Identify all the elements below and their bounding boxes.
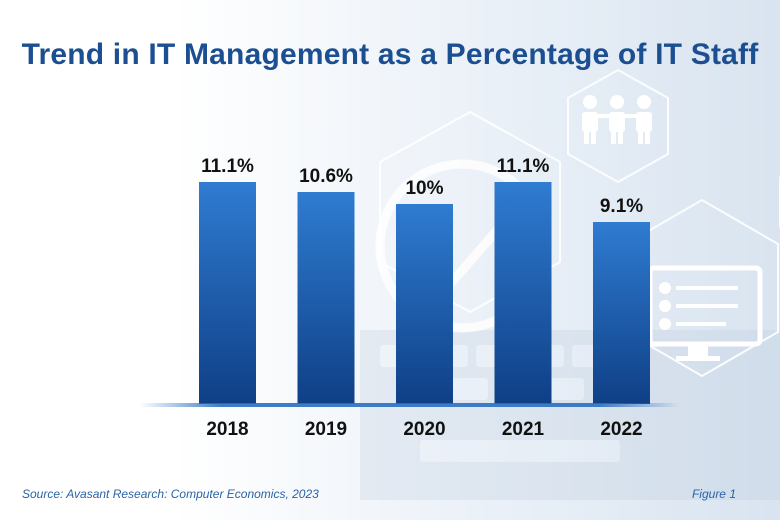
bar-2022 bbox=[593, 222, 650, 404]
chart-baseline bbox=[140, 403, 680, 407]
data-label-2022: 9.1% bbox=[600, 196, 643, 217]
x-tick-2022: 2022 bbox=[600, 419, 642, 440]
x-tick-2020: 2020 bbox=[403, 419, 445, 440]
data-label-2019: 10.6% bbox=[299, 166, 353, 187]
data-label-2018: 11.1% bbox=[201, 156, 254, 177]
bar-2019 bbox=[297, 192, 355, 404]
bar-2018 bbox=[199, 182, 256, 404]
figure-label: Figure 1 bbox=[691, 487, 736, 501]
bar-2020 bbox=[396, 204, 453, 404]
x-tick-2018: 2018 bbox=[206, 419, 248, 440]
people-icon bbox=[582, 95, 652, 144]
chart-title: Trend in IT Management as a Percentage o… bbox=[21, 38, 759, 71]
x-tick-2021: 2021 bbox=[502, 419, 545, 440]
x-tick-2019: 2019 bbox=[305, 419, 347, 440]
data-label-2020: 10% bbox=[405, 178, 443, 199]
data-label-2021: 11.1% bbox=[497, 156, 550, 177]
bar-2021 bbox=[494, 182, 552, 404]
source-note: Source: Avasant Research: Computer Econo… bbox=[22, 487, 319, 501]
